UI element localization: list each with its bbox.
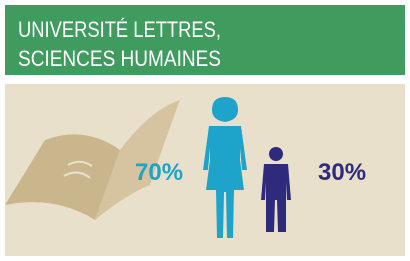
- stat-label: 30%: [318, 159, 366, 186]
- title-line: UNIVERSITÉ LETTRES,: [18, 17, 221, 42]
- stat-label: 70%: [135, 159, 183, 186]
- infographic: UNIVERSITÉ LETTRES, SCIENCES HUMAINES 70…: [0, 0, 410, 261]
- title-line: SCIENCES HUMAINES: [18, 46, 221, 71]
